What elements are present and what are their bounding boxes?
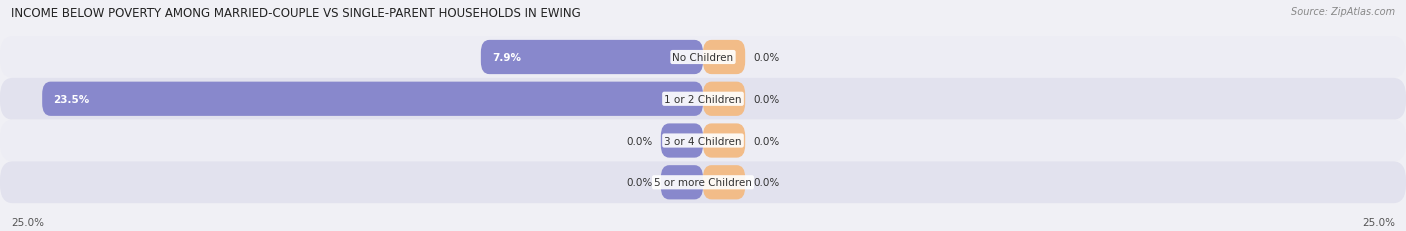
Text: 0.0%: 0.0% [626, 177, 652, 188]
Text: No Children: No Children [672, 53, 734, 63]
Text: 0.0%: 0.0% [754, 94, 780, 104]
Text: Source: ZipAtlas.com: Source: ZipAtlas.com [1291, 7, 1395, 17]
FancyBboxPatch shape [481, 41, 703, 75]
Text: 7.9%: 7.9% [492, 53, 522, 63]
FancyBboxPatch shape [703, 124, 745, 158]
FancyBboxPatch shape [703, 82, 745, 116]
FancyBboxPatch shape [661, 165, 703, 200]
Text: 0.0%: 0.0% [754, 136, 780, 146]
Text: INCOME BELOW POVERTY AMONG MARRIED-COUPLE VS SINGLE-PARENT HOUSEHOLDS IN EWING: INCOME BELOW POVERTY AMONG MARRIED-COUPL… [11, 7, 581, 20]
FancyBboxPatch shape [42, 82, 703, 116]
Text: 1 or 2 Children: 1 or 2 Children [664, 94, 742, 104]
Text: 0.0%: 0.0% [754, 53, 780, 63]
FancyBboxPatch shape [703, 41, 745, 75]
Text: 25.0%: 25.0% [11, 217, 44, 227]
FancyBboxPatch shape [0, 120, 1406, 162]
FancyBboxPatch shape [661, 124, 703, 158]
FancyBboxPatch shape [0, 37, 1406, 79]
Text: 0.0%: 0.0% [754, 177, 780, 188]
Text: 5 or more Children: 5 or more Children [654, 177, 752, 188]
Text: 23.5%: 23.5% [53, 94, 90, 104]
Text: 25.0%: 25.0% [1362, 217, 1395, 227]
FancyBboxPatch shape [0, 162, 1406, 203]
FancyBboxPatch shape [0, 79, 1406, 120]
FancyBboxPatch shape [703, 165, 745, 200]
Text: 3 or 4 Children: 3 or 4 Children [664, 136, 742, 146]
Text: 0.0%: 0.0% [626, 136, 652, 146]
